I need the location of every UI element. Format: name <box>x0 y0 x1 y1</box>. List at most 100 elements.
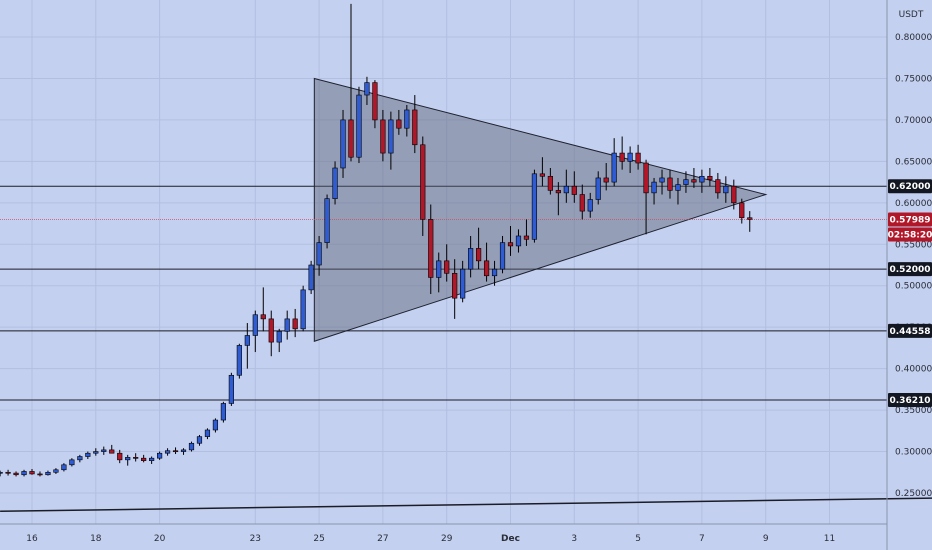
candle-94 <box>747 211 753 232</box>
candle-60 <box>475 227 482 270</box>
candle-41 <box>324 194 330 249</box>
level-tag-3: 0.36210 <box>888 393 932 408</box>
candle-45 <box>356 86 362 164</box>
currency-label: USDT <box>899 10 924 20</box>
candle-49 <box>388 111 394 170</box>
candle-58 <box>460 260 466 303</box>
candle-17 <box>133 453 139 462</box>
svg-text:0.57989: 0.57989 <box>890 215 931 225</box>
candle-62 <box>491 260 498 286</box>
x-tick-label-6: 29 <box>441 534 453 544</box>
candle-57 <box>452 259 458 319</box>
candle-83 <box>659 169 665 195</box>
candle-64 <box>507 226 514 256</box>
x-tick-label-11: 9 <box>763 534 769 544</box>
y-tick-label-5: 0.50000 <box>895 282 932 292</box>
y-tick-label-6: 0.55000 <box>895 240 932 250</box>
candle-13 <box>101 446 107 455</box>
candle-81 <box>643 159 649 235</box>
grid-lines <box>0 0 887 524</box>
svg-text:0.44558: 0.44558 <box>890 327 931 337</box>
candle-69 <box>547 167 553 195</box>
candle-84 <box>667 169 673 199</box>
svg-text:0.52000: 0.52000 <box>890 265 931 275</box>
candle-61 <box>483 242 490 282</box>
y-tick-label-2: 0.35000 <box>895 406 932 416</box>
candle-3 <box>21 469 27 477</box>
candles <box>0 3 753 477</box>
level-tag-1: 0.52000 <box>888 262 932 277</box>
candle-80 <box>635 144 641 170</box>
candle-40 <box>316 235 322 276</box>
candle-90 <box>715 172 721 199</box>
candle-38 <box>300 285 306 332</box>
y-tick-label-0: 0.25000 <box>895 489 932 499</box>
horizontal-levels[interactable] <box>0 185 887 401</box>
candle-63 <box>499 235 506 274</box>
current-price-tag: 0.57989 <box>888 212 932 227</box>
candle-18 <box>141 454 147 463</box>
candle-15 <box>117 449 123 464</box>
x-tick-label-7: Dec <box>501 534 520 544</box>
svg-text:0.62000: 0.62000 <box>890 182 931 192</box>
candle-24 <box>188 441 195 452</box>
y-tick-label-10: 0.75000 <box>895 74 932 84</box>
candle-32 <box>252 310 258 353</box>
x-axis-ticks[interactable]: 16 18 20 23 25 27 29 Dec 3 5 7 9 11 <box>26 534 835 544</box>
candle-65 <box>515 229 522 253</box>
candle-71 <box>563 169 569 203</box>
candle-54 <box>428 204 434 295</box>
x-tick-label-5: 27 <box>377 534 388 544</box>
candle-35 <box>276 328 282 353</box>
candle-12 <box>93 448 99 456</box>
candle-20 <box>157 451 163 460</box>
x-tick-label-2: 20 <box>154 534 166 544</box>
candle-47 <box>372 80 378 129</box>
candle-22 <box>172 447 179 455</box>
candle-1 <box>5 469 11 476</box>
candle-30 <box>236 343 242 379</box>
candle-5 <box>37 471 43 477</box>
candle-43 <box>340 109 346 178</box>
y-tick-label-11: 0.80000 <box>895 33 932 43</box>
candle-89 <box>707 167 713 187</box>
svg-text:02:58:20: 02:58:20 <box>888 230 932 240</box>
x-tick-label-4: 25 <box>313 534 324 544</box>
candle-74 <box>587 192 593 218</box>
trendline[interactable] <box>0 497 932 512</box>
candle-70 <box>555 182 561 216</box>
candle-72 <box>571 171 577 203</box>
x-tick-label-8: 3 <box>571 534 577 544</box>
candle-21 <box>164 448 171 456</box>
candle-52 <box>412 95 418 154</box>
level-tag-2: 0.44558 <box>888 323 932 338</box>
candle-4 <box>29 468 35 475</box>
x-tick-label-12: 11 <box>824 534 835 544</box>
candle-50 <box>396 109 402 135</box>
candle-16 <box>125 454 131 466</box>
candle-19 <box>149 456 155 464</box>
x-tick-label-3: 23 <box>250 534 261 544</box>
candle-53 <box>420 136 426 236</box>
y-tick-label-9: 0.70000 <box>895 116 932 126</box>
x-tick-label-9: 5 <box>635 534 641 544</box>
candle-92 <box>731 179 737 210</box>
candle-77 <box>611 138 617 187</box>
candle-88 <box>699 169 705 193</box>
y-tick-label-8: 0.65000 <box>895 157 932 167</box>
candle-68 <box>539 157 545 187</box>
x-tick-label-10: 7 <box>699 534 705 544</box>
candle-2 <box>13 471 19 477</box>
candle-67 <box>531 169 538 243</box>
candle-79 <box>627 146 633 173</box>
candle-56 <box>444 244 450 282</box>
candle-27 <box>212 418 219 433</box>
candle-59 <box>468 235 474 278</box>
candle-33 <box>260 287 266 332</box>
symmetrical-triangle[interactable] <box>313 77 768 342</box>
candle-7 <box>53 468 59 474</box>
candle-6 <box>45 470 51 476</box>
candle-55 <box>436 252 442 293</box>
